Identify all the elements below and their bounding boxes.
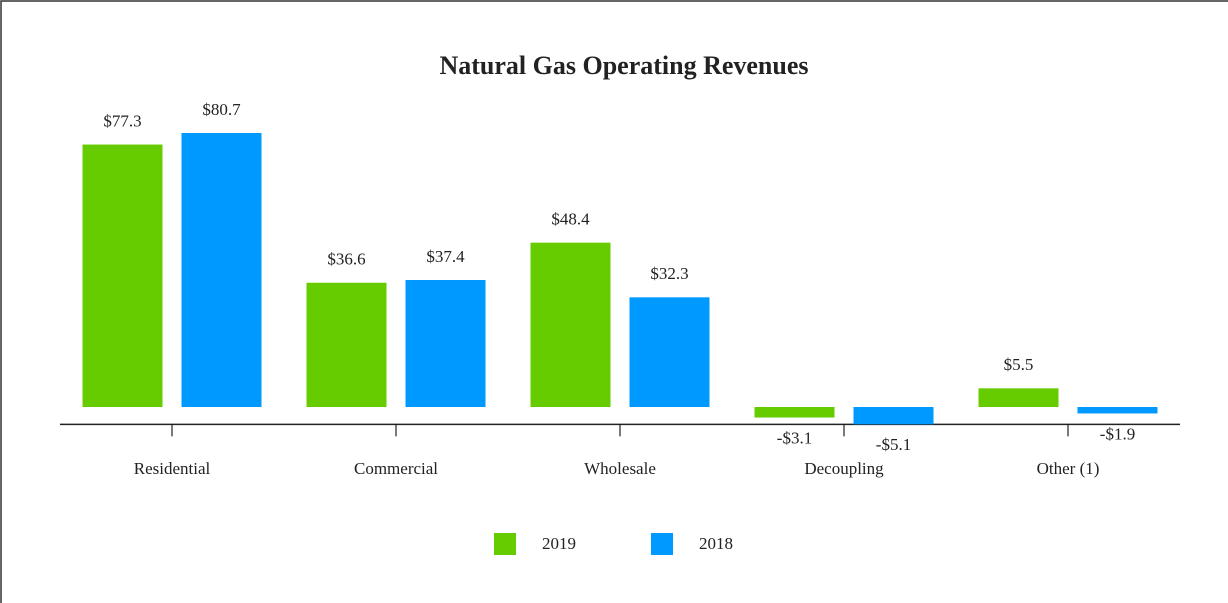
value-label: $48.4: [551, 210, 590, 229]
legend-swatch: [494, 533, 516, 555]
x-tick-label: Other (1): [1037, 459, 1100, 478]
bar: [181, 133, 262, 407]
bar: [306, 282, 387, 407]
x-tick-label: Commercial: [354, 459, 438, 478]
chart-title: Natural Gas Operating Revenues: [439, 51, 808, 80]
bar: [530, 242, 611, 407]
bar: [82, 144, 163, 407]
value-label: -$3.1: [777, 428, 812, 447]
value-label: $36.6: [327, 250, 365, 269]
value-label: -$1.9: [1100, 424, 1135, 443]
value-label: $5.5: [1004, 355, 1034, 374]
legend-label: 2018: [699, 534, 733, 553]
x-tick-label: Decoupling: [804, 459, 884, 478]
value-label: $37.4: [426, 247, 465, 266]
x-tick-label: Residential: [134, 459, 211, 478]
bar: [1077, 407, 1158, 414]
legend-label: 2019: [542, 534, 576, 553]
bar: [853, 407, 934, 425]
bar: [978, 388, 1059, 407]
value-label: -$5.1: [876, 435, 911, 454]
bar: [405, 280, 486, 407]
legend-swatch: [651, 533, 673, 555]
value-label: $80.7: [202, 100, 241, 119]
bar: [629, 297, 710, 407]
x-tick-label: Wholesale: [584, 459, 656, 478]
bar: [754, 407, 835, 418]
value-label: $77.3: [103, 111, 141, 130]
value-label: $32.3: [650, 264, 688, 283]
